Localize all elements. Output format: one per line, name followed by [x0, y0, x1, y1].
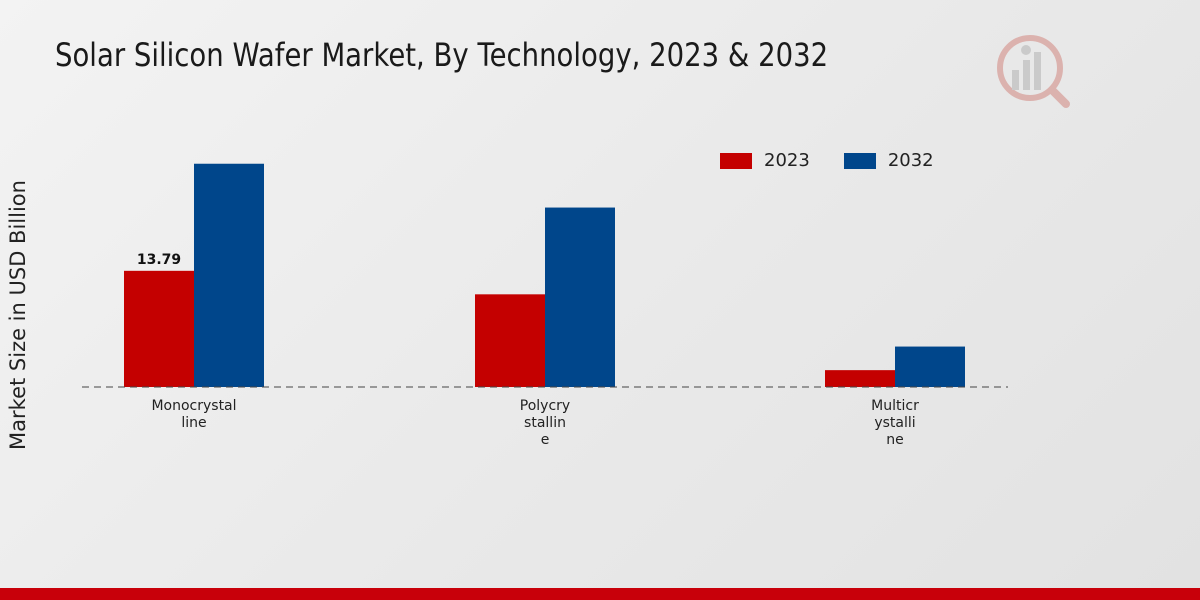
- x-tick-label-2: Polycry stallin e: [520, 398, 570, 448]
- x-tick-label-1: Monocrystal line: [151, 398, 236, 431]
- brand-logo-icon: [994, 30, 1072, 110]
- bar-2023-2: [475, 294, 545, 387]
- bar-2032-1: [194, 164, 264, 387]
- bottom-accent-strip: [0, 588, 1200, 600]
- bar-2023-1: [124, 271, 194, 387]
- bar-2023-3: [825, 370, 895, 387]
- bar-2032-3: [895, 347, 965, 387]
- data-label-1: 13.79: [137, 252, 181, 268]
- bar-2032-2: [545, 208, 615, 387]
- x-tick-label-3: Multicr ystalli ne: [871, 398, 919, 448]
